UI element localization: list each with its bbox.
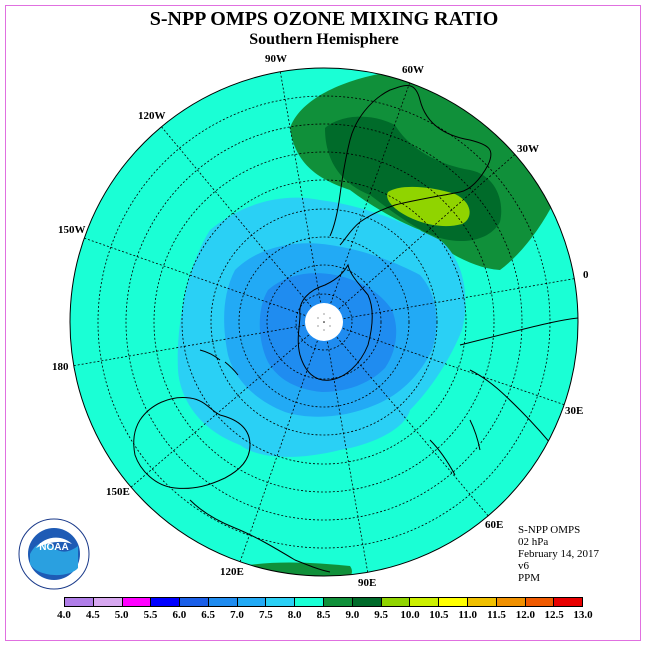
lon-label-120e: 120E <box>220 566 244 578</box>
lon-label-30w: 30W <box>517 143 539 155</box>
colorbar-swatch <box>208 598 238 606</box>
meridians <box>71 69 578 575</box>
pole-dots <box>317 313 331 331</box>
contour-9-5 <box>387 186 470 227</box>
colorbar-tick-label: 6.0 <box>172 609 187 621</box>
lon-label-180: 180 <box>52 361 69 373</box>
colorbar-tick-label: 13.0 <box>573 609 593 621</box>
colorbar-tick-label: 10.0 <box>400 609 420 621</box>
colorbar-tick-label: 11.0 <box>458 609 477 621</box>
colorbar-tick-label: 6.5 <box>201 609 216 621</box>
colorbar-swatch <box>467 598 497 606</box>
map-title: S-NPP OMPS OZONE MIXING RATIO <box>149 8 499 30</box>
noaa-logo: NOAA <box>18 518 90 590</box>
colorbar-swatch <box>410 598 440 606</box>
lon-label-90w: 90W <box>265 53 287 65</box>
map-subtitle: Southern Hemisphere <box>249 31 399 48</box>
colorbar-swatch <box>352 598 382 606</box>
colorbar-swatch <box>439 598 468 606</box>
info-instrument: S-NPP OMPS <box>518 524 581 536</box>
colorbar-tick-label: 5.0 <box>114 609 129 621</box>
colorbar-tick-label: 7.0 <box>230 609 244 621</box>
colorbar-swatch <box>266 598 296 606</box>
colorbar-swatch <box>65 598 94 606</box>
colorbar-swatch <box>525 598 555 606</box>
colorbar-tick-label: 10.5 <box>429 609 449 621</box>
colorbar-tick-label: 4.0 <box>57 609 71 621</box>
lon-label-120w: 120W <box>138 110 166 122</box>
map-info: S-NPP OMPS 02 hPa February 14, 2017 v6 P… <box>518 524 599 584</box>
colorbar-tick-label: 12.0 <box>515 609 535 621</box>
contour-8-5-bottom <box>230 562 352 576</box>
colorbar-tick-label: 11.5 <box>487 609 506 621</box>
info-level: 02 hPa <box>518 536 549 548</box>
colorbar-tick-label: 9.5 <box>374 609 389 621</box>
colorbar-swatch <box>237 598 267 606</box>
colorbar-swatch <box>381 598 411 606</box>
colorbar-swatch <box>151 598 181 606</box>
lon-label-150e: 150E <box>106 486 130 498</box>
colorbar-swatch <box>180 598 209 606</box>
colorbar-swatch <box>324 598 353 606</box>
info-version: v6 <box>518 560 529 572</box>
colorbar-tick-label: 5.5 <box>143 609 158 621</box>
figure-frame <box>5 5 641 641</box>
colorbar-swatch <box>496 598 526 606</box>
colorbar-tick-label: 7.5 <box>258 609 273 621</box>
info-units: PPM <box>518 572 541 584</box>
lon-label-60w: 60W <box>402 64 424 76</box>
colorbar-tick-label: 12.5 <box>544 609 564 621</box>
coastlines <box>133 85 578 573</box>
lon-label-90e: 90E <box>358 577 376 589</box>
map-boundary <box>69 67 579 577</box>
colorbar-swatch <box>554 598 583 606</box>
svg-text:NOAA: NOAA <box>39 542 68 553</box>
colorbar-tick-label: 9.0 <box>345 609 360 621</box>
colorbar-tick-label: 8.0 <box>287 609 302 621</box>
colorbar-tick-label: 4.5 <box>85 609 100 621</box>
lon-label-60e: 60E <box>485 519 503 531</box>
latitude-circles <box>97 95 551 549</box>
colorbar-ticks: 4.0 4.5 5.0 5.5 6.0 6.5 7.0 7.5 8.0 8.5 9.0 9.5 10.0… <box>57 609 593 623</box>
lon-label-0: 0 <box>583 269 589 281</box>
colorbar-tick-label: 8.5 <box>316 609 331 621</box>
colorbar <box>64 597 583 607</box>
info-date: February 14, 2017 <box>518 548 599 560</box>
colorbar-swatch <box>93 598 123 606</box>
lon-label-30e: 30E <box>565 405 583 417</box>
colorbar-swatch <box>295 598 325 606</box>
lon-label-150w: 150W <box>58 224 86 236</box>
colorbar-swatch <box>122 598 152 606</box>
